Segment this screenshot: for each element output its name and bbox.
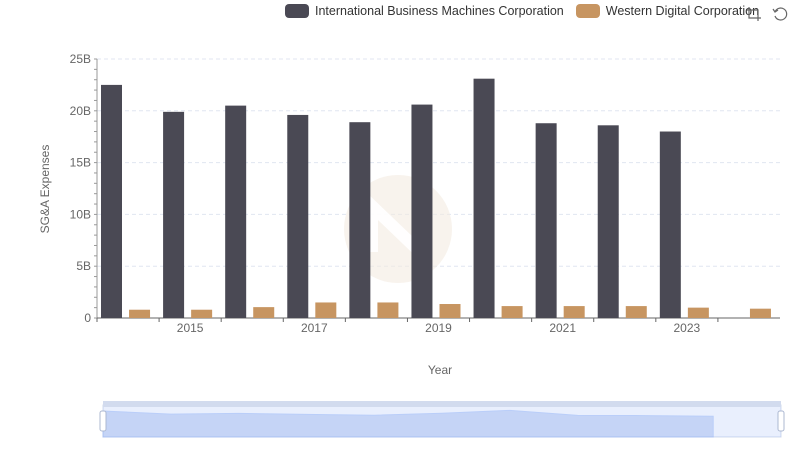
x-tick-label: 2017: [301, 321, 328, 335]
axes: 0 5B 10B 15B 20B 25B 2015 2017 2019 2021 2023: [70, 52, 780, 335]
legend-label-wd: Western Digital Corporation: [605, 4, 760, 18]
bar-ibm: [411, 104, 433, 318]
data-zoom-slider[interactable]: [99, 401, 785, 438]
x-tick-label: 2023: [674, 321, 701, 335]
bar-ibm: [101, 84, 122, 319]
y-tick-label: 20B: [70, 104, 91, 118]
bar-wd: [501, 306, 523, 318]
bar-wd: [253, 307, 275, 318]
bar-ibm: [163, 111, 185, 318]
y-tick-label: 5B: [76, 259, 91, 273]
bar-ibm: [473, 78, 495, 319]
zoom-move-bar: [103, 401, 781, 407]
zoom-selected-range: [103, 405, 781, 437]
y-tick-label: 10B: [70, 207, 91, 221]
x-tick-label: 2019: [425, 321, 452, 335]
legend-label-ibm: International Business Machines Corporat…: [315, 4, 564, 18]
x-axis-label: Year: [428, 363, 452, 377]
legend-item-wd[interactable]: Western Digital Corporation: [575, 4, 760, 18]
bar-ibm: [225, 105, 247, 319]
bar-ibm: [287, 114, 309, 318]
y-tick-label: 25B: [70, 52, 91, 66]
bar-ibm: [349, 122, 371, 318]
x-tick-label: 2015: [177, 321, 204, 335]
bar-wd: [315, 302, 337, 318]
y-axis-label: SG&A Expenses: [38, 145, 52, 234]
x-tick-label: 2021: [549, 321, 576, 335]
y-tick-label: 0: [84, 311, 91, 325]
legend: International Business Machines Corporat…: [285, 4, 771, 18]
y-tick-label: 15B: [70, 156, 91, 170]
bar-wd: [377, 302, 399, 318]
legend-swatch-wd: [575, 4, 600, 18]
bars: [101, 78, 771, 319]
legend-swatch-ibm: [285, 4, 309, 18]
bar-wd: [439, 304, 461, 318]
legend-item-ibm[interactable]: International Business Machines Corporat…: [285, 4, 564, 18]
zoom-icon[interactable]: [746, 6, 762, 22]
bar-wd: [687, 307, 709, 318]
bar-ibm: [535, 123, 557, 319]
bar-wd: [129, 309, 151, 318]
bar-ibm: [597, 125, 619, 318]
zoom-preview-area: [102, 409, 714, 438]
bar-wd: [563, 306, 585, 318]
bar-wd: [749, 308, 771, 318]
bar-wd: [625, 306, 647, 318]
toolbox: [746, 6, 788, 22]
restore-icon[interactable]: [772, 6, 788, 22]
bar-wd: [191, 309, 213, 318]
zoom-handle-right: [777, 410, 785, 432]
bar-ibm: [659, 131, 681, 318]
zoom-handle-left: [99, 410, 107, 432]
